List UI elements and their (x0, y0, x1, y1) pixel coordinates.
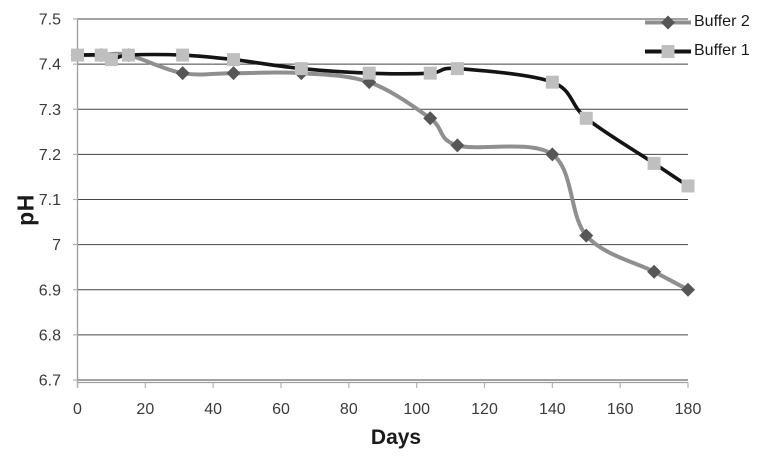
marker-square (647, 156, 661, 170)
x-tick-label: 20 (136, 401, 154, 418)
y-tick-label: 7.2 (39, 147, 61, 164)
legend-item-buffer2: Buffer 2 (644, 8, 750, 36)
marker-square (579, 111, 593, 125)
x-tick-label: 180 (675, 401, 702, 418)
chart-legend: Buffer 2 Buffer 1 (644, 8, 750, 65)
x-axis-title: Days (370, 426, 422, 449)
y-tick-label: 6.7 (39, 373, 61, 390)
x-tick-label: 160 (607, 401, 634, 418)
marker-square (362, 66, 376, 80)
x-tick-label: 0 (73, 401, 82, 418)
marker-diamond (226, 66, 241, 81)
marker-square (450, 62, 464, 76)
y-axis-title: pH (12, 194, 39, 226)
x-tick-label: 120 (471, 401, 498, 418)
legend-label: Buffer 1 (694, 42, 750, 59)
marker-square (176, 48, 190, 62)
marker-square (227, 53, 241, 67)
x-tick-label: 100 (403, 401, 430, 418)
x-tick-label: 80 (340, 401, 358, 418)
y-tick-label: 7.3 (39, 102, 61, 119)
marker-diamond (579, 228, 594, 243)
x-tick-label: 40 (204, 401, 222, 418)
y-tick-label: 7.1 (39, 192, 61, 209)
y-tick-label: 6.9 (39, 282, 61, 299)
marker-square (294, 62, 308, 76)
y-tick-label: 6.8 (39, 327, 61, 344)
x-tick-label: 140 (539, 401, 566, 418)
marker-square (121, 48, 135, 62)
y-tick-label: 7.4 (39, 57, 61, 74)
buffer1-line-marker-icon (645, 44, 691, 58)
marker-square (94, 48, 108, 62)
marker-square (681, 179, 695, 193)
series-line-buffer-1 (75, 52, 690, 188)
marker-square (545, 75, 559, 89)
marker-square (423, 66, 437, 80)
marker-diamond (647, 264, 662, 279)
marker-diamond (681, 282, 695, 297)
marker-square (71, 48, 84, 62)
y-tick-label: 7 (52, 237, 61, 254)
marker-diamond (450, 138, 465, 153)
marker-diamond (423, 111, 438, 126)
buffer2-line-marker-icon (645, 15, 691, 29)
marker-diamond (175, 66, 190, 81)
series-line-buffer-2 (75, 51, 690, 292)
y-tick-label: 7.5 (39, 12, 61, 29)
marker-square (104, 53, 118, 67)
legend-label: Buffer 2 (694, 13, 750, 30)
marker-diamond (545, 147, 560, 162)
legend-item-buffer1: Buffer 1 (644, 37, 750, 65)
x-tick-label: 60 (272, 401, 290, 418)
